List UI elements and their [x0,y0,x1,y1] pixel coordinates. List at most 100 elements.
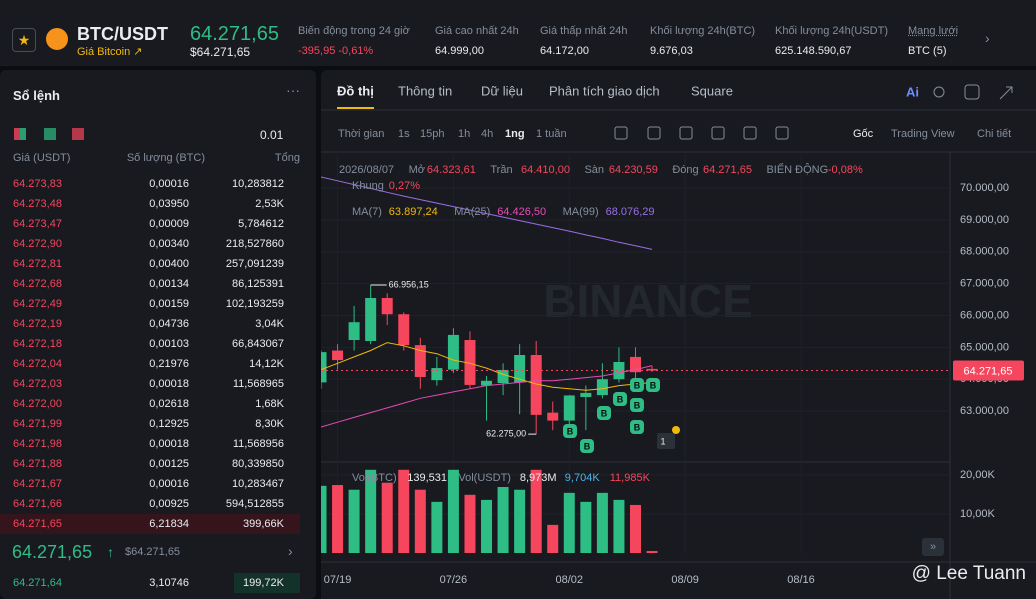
tool-icon[interactable] [743,126,757,140]
stat-label: Khối lượng 24h(BTC) [650,25,756,37]
more-arrow[interactable]: › [288,543,293,559]
interval[interactable]: 1s [398,128,410,140]
order-row[interactable]: 64.271,98 0,00018 11,568956 [0,434,300,454]
info-value: -0,08% [828,164,863,176]
volume-bar [332,485,344,553]
order-row[interactable]: 64.272,03 0,00018 11,568965 [0,374,300,394]
order-row[interactable]: 64.271,64 3,10746 199,72K [0,573,300,593]
trade-marker[interactable] [630,398,644,412]
trade-marker[interactable] [646,378,660,392]
layout-icon[interactable] [964,84,980,100]
trade-marker[interactable] [630,420,644,434]
tool-icon[interactable] [679,126,693,140]
view-bids[interactable] [44,128,56,140]
volume-bar [381,482,393,553]
candle-body [348,322,360,341]
view-option[interactable]: Trading View [891,128,955,140]
volume-bar [398,469,410,553]
order-cell: 0,00103 [149,338,189,350]
watermark: BINANCE [543,275,753,327]
order-row[interactable]: 64.272,19 0,04736 3,04K [0,314,300,334]
order-row[interactable]: 64.272,68 0,00134 86,125391 [0,274,300,294]
order-row[interactable]: 64.271,66 0,00925 594,512855 [0,494,300,514]
trade-marker[interactable] [563,424,577,438]
stat-value: BTC (5) [908,45,947,57]
order-cell: 64.271,88 [13,458,62,470]
order-row[interactable]: 64.271,65 6,21834 399,66K [0,514,300,534]
favorite-star[interactable]: ★ [12,28,36,52]
marker-count-box[interactable] [657,433,675,449]
bell-icon[interactable] [933,86,945,98]
tool-icon[interactable] [647,126,661,140]
interval[interactable]: 1ng [505,128,525,140]
subtitle[interactable]: Giá Bitcoin ↗ [77,46,143,58]
trade-marker[interactable] [597,406,611,420]
candle-body [530,354,542,415]
view-option[interactable]: Gốc [853,128,874,140]
price-usd: $64.271,65 [190,45,251,59]
view-asks[interactable] [72,128,84,140]
order-cell: 64.272,49 [13,298,62,310]
tab[interactable]: Dữ liệu [481,83,523,98]
trade-marker-label: B [601,408,608,418]
volume-bar [431,501,443,553]
scroll-button[interactable] [922,538,944,556]
tab[interactable]: Square [691,83,733,98]
tool-icon[interactable] [711,126,725,140]
info-label: Sàn [584,164,604,176]
order-row[interactable]: 64.271,67 0,00016 10,283467 [0,474,300,494]
order-cell: 2,53K [255,198,284,210]
info-date: 2026/08/07 [339,164,394,176]
order-row[interactable]: 64.272,90 0,00340 218,527860 [0,234,300,254]
order-cell: 64.271,98 [13,438,62,450]
interval[interactable]: 1h [458,128,470,140]
legend-name: MA(7) [352,206,382,218]
tab[interactable]: Phân tích giao dịch [549,83,660,98]
order-row[interactable]: 64.271,88 0,00125 80,339850 [0,454,300,474]
trade-marker-label: B [650,380,657,390]
view-option[interactable]: Chi tiết [977,128,1011,140]
interval[interactable]: 4h [481,128,493,140]
y-tick-label: 10,00K [960,508,996,520]
tool-icon[interactable] [775,126,789,140]
info-label: Đóng [672,164,698,176]
order-book-title: Sổ lệnh [13,88,60,103]
order-cell: 0,00018 [149,438,189,450]
order-row[interactable]: 64.272,81 0,00400 257,091239 [0,254,300,274]
expand-icon[interactable] [999,86,1013,100]
order-cell: 0,03950 [149,198,189,210]
ai-button[interactable]: Ai [906,84,919,99]
order-row[interactable]: 64.272,00 0,02618 1,68K [0,394,300,414]
tool-icon[interactable] [614,126,628,140]
order-row[interactable]: 64.273,48 0,03950 2,53K [0,194,300,214]
trade-marker[interactable] [580,439,594,453]
volume-bar [414,489,426,553]
order-row[interactable]: 64.271,99 0,12925 8,30K [0,414,300,434]
more-menu[interactable]: ··· [286,82,300,98]
trade-marker-label: B [634,422,641,432]
tab[interactable]: Đồ thị [337,83,374,98]
scroll-arrow[interactable]: › [985,30,990,46]
column-header: Giá (USDT) [13,152,71,164]
order-row[interactable]: 64.272,18 0,00103 66,843067 [0,334,300,354]
order-row[interactable]: 64.273,47 0,00009 5,784612 [0,214,300,234]
interval[interactable]: 15ph [420,128,444,140]
view-both[interactable] [14,128,26,140]
info-label: BIẾN ĐỘNG [766,163,828,176]
trade-marker[interactable] [630,378,644,392]
order-row[interactable]: 64.272,04 0,21976 14,12K [0,354,300,374]
order-row[interactable]: 64.272,49 0,00159 102,193259 [0,294,300,314]
interval[interactable]: 1 tuần [536,128,567,140]
price: 64.271,65 [190,23,279,45]
volume-bar [596,492,608,553]
order-cell: 64.272,68 [13,278,62,290]
stat-label: Biến động trong 24 giờ [298,25,410,37]
order-cell: 64.272,18 [13,338,62,350]
trade-marker[interactable] [613,392,627,406]
volume-bar [447,469,459,553]
step-select[interactable]: 0.01 [260,128,284,142]
symbol[interactable]: BTC/USDT [77,24,168,44]
order-row[interactable]: 64.273,83 0,00016 10,283812 [0,174,300,194]
order-cell: 64.272,03 [13,378,62,390]
tab[interactable]: Thông tin [398,83,452,98]
